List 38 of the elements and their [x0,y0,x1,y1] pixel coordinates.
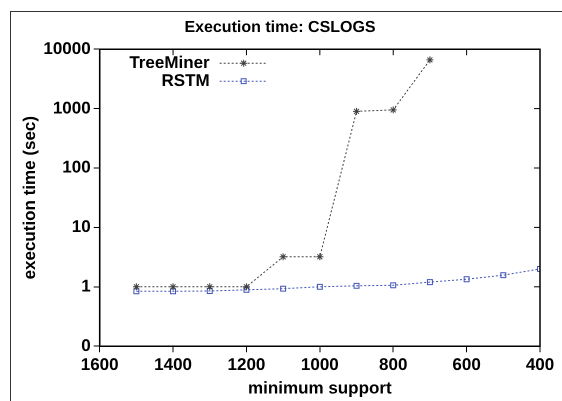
legend-label: TreeMiner [129,52,210,72]
point [169,282,178,291]
x-tick-label: 800 [379,355,408,374]
point [500,272,506,278]
point [464,276,470,282]
point [243,286,250,293]
y-tick-label: 100 [62,158,91,177]
y-axis-title: execution time (sec) [20,116,39,280]
x-tick-label: 1000 [300,355,339,374]
point [426,279,433,286]
y-tick-label: 10 [72,217,91,236]
point [206,288,213,294]
x-tick-label: 600 [452,355,481,374]
legend-label: RSTM [162,70,210,90]
y-tick-label: 1 [81,276,91,296]
point [133,288,140,294]
point [352,107,361,116]
point [280,286,286,292]
point [389,106,398,114]
point [132,282,140,291]
x-tick-label: 1600 [80,355,119,374]
point [316,284,323,290]
point [170,288,176,294]
point [316,252,324,261]
x-tick-label: 1200 [228,355,266,374]
point [206,282,214,291]
point [279,252,288,261]
x-tick-label: 1400 [154,355,192,374]
y-tick-label: 10000 [43,38,91,58]
y-tick-label: 1000 [52,98,91,118]
y-tick-label: 0 [81,336,91,355]
point [390,282,396,288]
x-tick-label: 400 [526,355,554,374]
chart-title: Execution time: CSLOGS [184,19,376,36]
point [242,282,250,291]
x-axis-title: minimum support [248,378,392,398]
point [354,282,360,289]
point [426,56,434,64]
